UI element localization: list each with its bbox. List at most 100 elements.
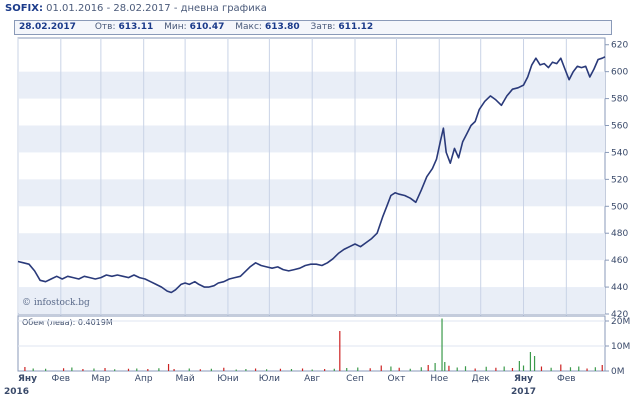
x-tick-year-label: 2017: [511, 387, 536, 397]
volume-bar: [266, 369, 268, 371]
open-value: 613.11: [118, 22, 154, 32]
volume-bar: [464, 366, 467, 371]
high-value: 613.80: [264, 22, 300, 32]
volume-bar: [346, 368, 348, 371]
volume-tick-label: 0M: [611, 367, 625, 377]
symbol-label: SOFIX:: [5, 3, 43, 14]
volume-bar: [71, 367, 73, 371]
volume-bar: [427, 365, 429, 371]
volume-bar: [104, 368, 106, 371]
low-value: 610.47: [189, 22, 225, 32]
volume-bar: [380, 365, 382, 371]
volume-bar: [456, 367, 458, 371]
volume-bar: [444, 362, 446, 371]
volume-bar: [24, 367, 26, 371]
volume-label: Обем (лева): 0.4019M: [22, 318, 113, 327]
volume-bar: [495, 367, 497, 371]
volume-bar: [448, 365, 450, 371]
x-tick-label: Юни: [217, 374, 239, 384]
volume-bar: [290, 369, 293, 371]
volume-bar: [474, 368, 476, 371]
x-tick-label: Фев: [52, 374, 71, 384]
open-label: Отв:: [94, 22, 116, 32]
chart-title: SOFIX: 01.01.2016 - 28.02.2017 - дневна …: [5, 3, 267, 14]
x-tick-label: Яну: [514, 374, 533, 384]
volume-bar: [333, 368, 335, 371]
period-subtitle: 01.01.2016 - 28.02.2017 - дневна графика: [46, 3, 267, 14]
volume-bar: [522, 365, 525, 371]
volume-bar: [136, 368, 138, 371]
volume-bar: [32, 368, 34, 371]
volume-bar: [560, 364, 562, 371]
volume-bar: [518, 361, 520, 371]
volume-bar: [147, 369, 149, 371]
x-tick-label: Мар: [91, 374, 110, 384]
y-tick-label: 580: [611, 95, 628, 105]
x-tick-label: Фев: [557, 374, 576, 384]
volume-bar: [420, 367, 422, 371]
x-tick-label: Сеп: [346, 374, 364, 384]
x-tick-label: Окт: [388, 374, 406, 384]
volume-bar: [441, 318, 443, 371]
volume-bar: [173, 369, 175, 371]
volume-bar: [245, 369, 247, 371]
volume-bar: [254, 368, 257, 371]
volume-bar: [158, 368, 160, 371]
volume-bar: [550, 367, 552, 371]
y-tick-label: 600: [611, 68, 628, 78]
volume-bar: [569, 367, 572, 371]
volume-bar: [540, 366, 543, 371]
quote-info-bar: 28.02.2017 Отв: 613.11 Мин: 610.47 Макс: 61…: [14, 20, 612, 35]
volume-panel: [17, 315, 606, 372]
volume-bar: [311, 369, 313, 371]
volume-bar: [409, 368, 411, 371]
volume-bar: [533, 356, 536, 371]
volume-bar: [357, 367, 359, 371]
y-tick-label: 480: [611, 229, 628, 239]
x-tick-label: Авг: [304, 374, 320, 384]
volume-bar: [210, 368, 212, 371]
y-tick-label: 620: [611, 41, 628, 51]
volume-bar: [485, 366, 487, 371]
volume-bar: [434, 363, 436, 371]
volume-bar: [511, 368, 514, 371]
volume-bar: [45, 368, 47, 371]
y-tick-label: 560: [611, 122, 628, 132]
low-label: Мин:: [164, 22, 187, 32]
volume-bar: [62, 368, 65, 371]
y-tick-label: 520: [611, 175, 628, 185]
volume-tick-label: 20M: [611, 317, 630, 327]
x-tick-label: Юли: [259, 374, 280, 384]
volume-bar: [503, 366, 505, 371]
y-tick-label: 460: [611, 256, 628, 266]
volume-bar: [586, 368, 588, 371]
volume-bar: [578, 366, 580, 371]
x-tick-label: Май: [176, 374, 195, 384]
volume-bar: [223, 367, 225, 371]
x-tick-label: Ное: [430, 374, 448, 384]
watermark-text: © infostock.bg: [22, 298, 90, 308]
close-label: Затв:: [310, 22, 336, 32]
volume-bar: [199, 369, 201, 371]
volume-bar: [82, 369, 84, 371]
y-tick-label: 500: [611, 202, 628, 212]
volume-bar: [93, 368, 95, 371]
volume-bar: [390, 366, 392, 371]
volume-bar: [235, 369, 237, 371]
x-tick-label: Яну: [18, 374, 37, 384]
volume-bar: [127, 368, 130, 371]
y-tick-label: 440: [611, 283, 628, 293]
volume-bar: [594, 367, 596, 371]
x-tick-year-label: 2016: [4, 387, 29, 397]
volume-bar: [279, 368, 282, 371]
quote-date: 28.02.2017: [19, 22, 76, 32]
volume-bar: [167, 364, 170, 371]
volume-bar: [601, 365, 603, 371]
volume-bar: [301, 368, 304, 371]
close-value: 611.12: [338, 22, 374, 32]
x-tick-label: Апр: [135, 374, 153, 384]
y-tick-label: 540: [611, 148, 628, 158]
price-series-line: [17, 56, 606, 294]
volume-bar: [529, 352, 532, 371]
